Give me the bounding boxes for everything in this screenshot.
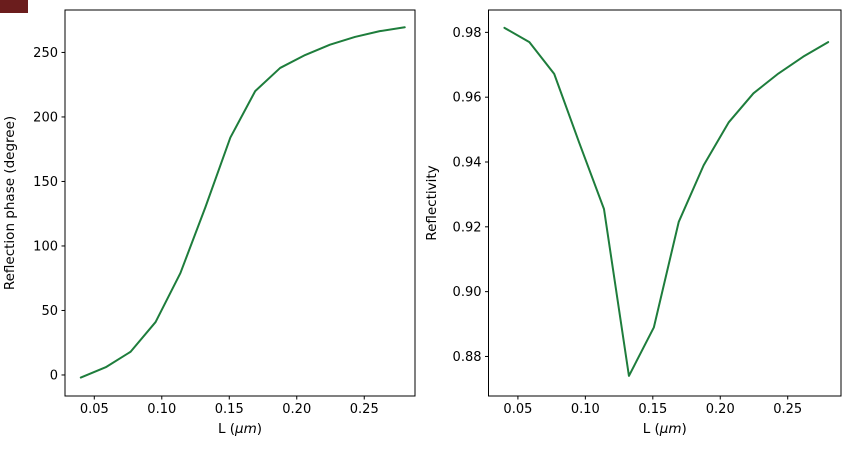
x-axis-label: L (μm) <box>218 421 262 437</box>
y-tick-label: 0.94 <box>453 156 482 171</box>
y-tick-label: 200 <box>33 110 58 125</box>
reflectivity-plot-line <box>503 26 830 377</box>
x-tick-label: 0.05 <box>503 402 532 417</box>
y-tick-label: 0 <box>50 368 58 383</box>
reflection-phase-plot-line <box>79 26 406 379</box>
x-tick-label: 0.20 <box>282 402 311 417</box>
corner-marker <box>0 0 28 13</box>
x-axis-label: L (μm) <box>643 421 687 437</box>
y-tick-label: 100 <box>33 239 58 254</box>
y-tick-label: 0.92 <box>453 220 482 235</box>
reflection-phase-plot: 0.05 0.10 0.15 0.20 0.25 0 50 100 150 200 250 L (μm… <box>2 9 416 437</box>
reflectivity-plot-plot-area <box>488 9 842 397</box>
y-tick-label: 250 <box>33 46 58 61</box>
x-tick-label: 0.05 <box>80 402 109 417</box>
x-tick-label: 0.10 <box>571 402 600 417</box>
y-tick-label: 50 <box>41 304 58 319</box>
y-tick-label: 0.90 <box>453 285 482 300</box>
x-tick-label: 0.25 <box>350 402 379 417</box>
reflection-phase-plot-plot-area <box>64 9 416 397</box>
y-axis-label: Reflectivity <box>424 165 440 240</box>
y-tick-label: 0.96 <box>453 91 482 106</box>
y-axis-label: Reflection phase (degree) <box>2 116 18 290</box>
x-tick-label: 0.15 <box>215 402 244 417</box>
reflectivity-plot: 0.05 0.10 0.15 0.20 0.25 0.88 0.90 0.92 0.94 0.96… <box>424 9 842 437</box>
x-tick-label: 0.15 <box>638 402 667 417</box>
x-tick-label: 0.25 <box>773 402 802 417</box>
y-tick-label: 0.98 <box>453 26 482 41</box>
x-tick-label: 0.10 <box>147 402 176 417</box>
y-tick-label: 150 <box>33 175 58 190</box>
x-tick-label: 0.20 <box>706 402 735 417</box>
y-tick-label: 0.88 <box>453 350 482 365</box>
